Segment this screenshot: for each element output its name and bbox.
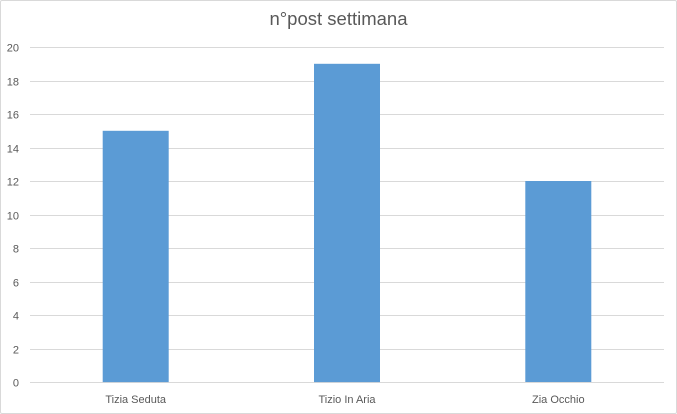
bar xyxy=(102,130,169,383)
y-tick-label: 20 xyxy=(7,43,19,55)
chart-title: n°post settimana xyxy=(269,8,408,29)
y-tick-label: 8 xyxy=(13,244,19,256)
bar xyxy=(525,181,592,382)
y-tick-label: 0 xyxy=(13,378,19,390)
y-tick-label: 2 xyxy=(13,345,19,357)
y-tick-label: 14 xyxy=(7,144,19,156)
x-tick-label: Zia Occhio xyxy=(532,394,585,406)
y-tick-label: 4 xyxy=(13,311,19,323)
x-tick-label: Tizio In Aria xyxy=(318,394,376,406)
y-tick-label: 6 xyxy=(13,278,19,290)
y-tick-label: 16 xyxy=(7,110,19,122)
y-tick-label: 12 xyxy=(7,177,19,189)
y-tick-label: 18 xyxy=(7,77,19,89)
y-tick-label: 10 xyxy=(7,211,19,223)
x-tick-label: Tizia Seduta xyxy=(105,394,167,406)
bar xyxy=(314,63,380,383)
